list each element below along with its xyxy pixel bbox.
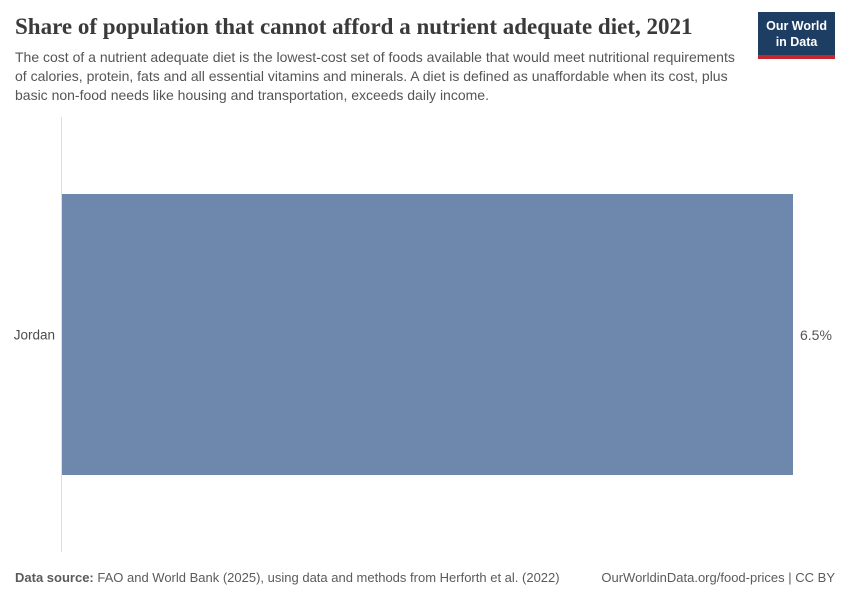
chart-header: Share of population that cannot afford a… xyxy=(15,14,755,105)
chart-title: Share of population that cannot afford a… xyxy=(15,14,693,39)
bar-jordan[interactable] xyxy=(62,194,793,475)
chart-subtitle: The cost of a nutrient adequate diet is … xyxy=(15,49,735,104)
entity-label-jordan: Jordan xyxy=(13,327,55,342)
data-source-text: FAO and World Bank (2025), using data an… xyxy=(93,569,560,585)
rights-link[interactable]: OurWorldinData.org/food-prices | CC BY xyxy=(601,569,835,585)
chart-rows: Jordan 6.5% xyxy=(14,117,835,552)
owid-logo-line1: Our World xyxy=(766,19,827,33)
owid-logo-line2: in Data xyxy=(775,35,818,50)
data-source-note: Data source: FAO and World Bank (2025), … xyxy=(15,570,560,586)
plot-area: Jordan 6.5% xyxy=(14,117,835,552)
data-source-label: Data source: xyxy=(15,569,94,585)
value-label-jordan: 6.5% xyxy=(800,326,832,343)
owid-logo[interactable]: Our World in Data xyxy=(758,12,835,59)
bar-row: Jordan 6.5% xyxy=(14,194,835,475)
chart-footer: Data source: FAO and World Bank (2025), … xyxy=(15,570,835,586)
